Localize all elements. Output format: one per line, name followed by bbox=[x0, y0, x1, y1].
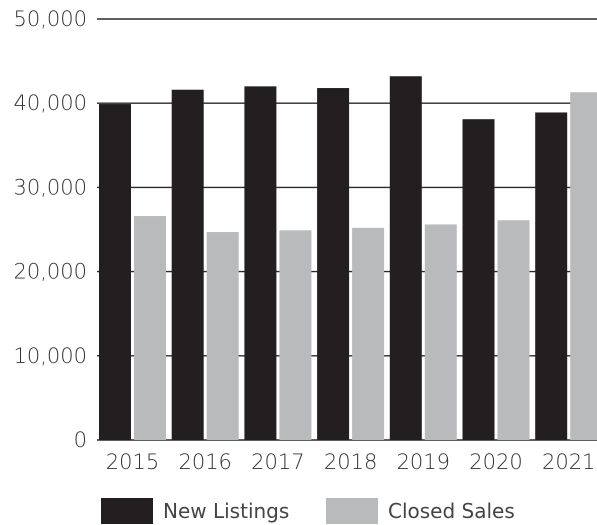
legend-item-new-listings: New Listings bbox=[101, 498, 289, 524]
legend-label-new-listings: New Listings bbox=[163, 499, 290, 523]
bar-closed-sales bbox=[497, 220, 530, 440]
y-tick-label: 0 bbox=[74, 428, 87, 452]
bar-new-listings bbox=[317, 88, 350, 440]
y-tick-label: 20,000 bbox=[14, 260, 87, 284]
bar-closed-sales bbox=[206, 232, 239, 440]
y-tick-label: 50,000 bbox=[14, 7, 87, 31]
bar-new-listings bbox=[244, 86, 277, 441]
bar-closed-sales bbox=[279, 230, 312, 440]
bar-closed-sales bbox=[134, 216, 166, 440]
legend-item-closed-sales: Closed Sales bbox=[326, 498, 515, 524]
bar-closed-sales bbox=[424, 224, 457, 440]
legend: New Listings Closed Sales bbox=[0, 490, 597, 525]
bar-new-listings bbox=[389, 76, 422, 441]
x-tick-label: 2020 bbox=[469, 450, 522, 474]
bar-new-listings bbox=[171, 89, 204, 440]
x-tick-label: 2015 bbox=[106, 450, 159, 474]
bar-closed-sales bbox=[352, 227, 385, 440]
bar-new-listings bbox=[99, 104, 131, 441]
y-tick-label: 40,000 bbox=[14, 91, 87, 115]
y-tick-label: 10,000 bbox=[14, 344, 87, 368]
bar-chart: 0 10,000 20,000 30,000 40,000 50,000 2015 2016 2… bbox=[14, 7, 597, 474]
bar-new-listings bbox=[462, 119, 495, 440]
x-tick-label: 2016 bbox=[178, 450, 231, 474]
x-tick-label: 2021 bbox=[542, 450, 595, 474]
legend-label-closed-sales: Closed Sales bbox=[388, 499, 515, 523]
x-tick-label: 2018 bbox=[324, 450, 377, 474]
y-tick-label: 30,000 bbox=[14, 175, 87, 199]
legend-swatch-closed-sales bbox=[326, 498, 378, 524]
x-tick-label: 2019 bbox=[397, 450, 450, 474]
bar-closed-sales bbox=[570, 92, 597, 440]
bar-new-listings bbox=[535, 112, 568, 440]
legend-swatch-new-listings bbox=[101, 498, 153, 524]
x-tick-label: 2017 bbox=[251, 450, 304, 474]
